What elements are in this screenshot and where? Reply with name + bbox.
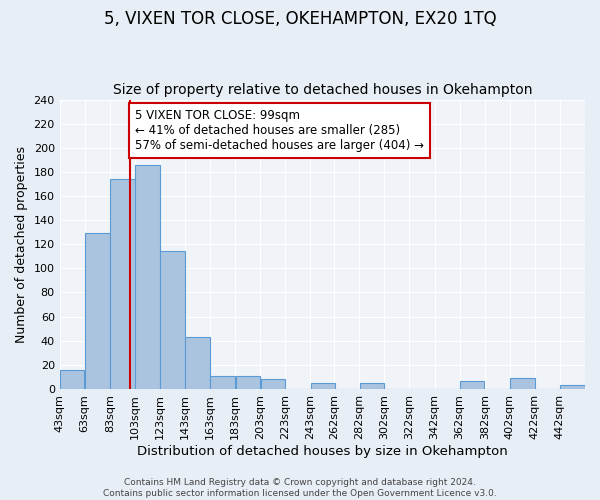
Bar [185,337,210,389]
Bar [510,378,535,389]
Text: Contains HM Land Registry data © Crown copyright and database right 2024.
Contai: Contains HM Land Registry data © Crown c… [103,478,497,498]
Bar [236,376,260,389]
Bar [311,383,335,389]
Bar [160,252,185,389]
X-axis label: Distribution of detached houses by size in Okehampton: Distribution of detached houses by size … [137,444,508,458]
Bar [60,370,85,389]
Text: 5, VIXEN TOR CLOSE, OKEHAMPTON, EX20 1TQ: 5, VIXEN TOR CLOSE, OKEHAMPTON, EX20 1TQ [104,10,496,28]
Bar [560,386,584,389]
Y-axis label: Number of detached properties: Number of detached properties [15,146,28,343]
Bar [85,234,110,389]
Bar [135,164,160,389]
Bar [460,380,484,389]
Bar [211,376,235,389]
Title: Size of property relative to detached houses in Okehampton: Size of property relative to detached ho… [113,83,532,97]
Bar [260,380,285,389]
Bar [359,383,384,389]
Text: 5 VIXEN TOR CLOSE: 99sqm
← 41% of detached houses are smaller (285)
57% of semi-: 5 VIXEN TOR CLOSE: 99sqm ← 41% of detach… [135,109,424,152]
Bar [110,179,134,389]
